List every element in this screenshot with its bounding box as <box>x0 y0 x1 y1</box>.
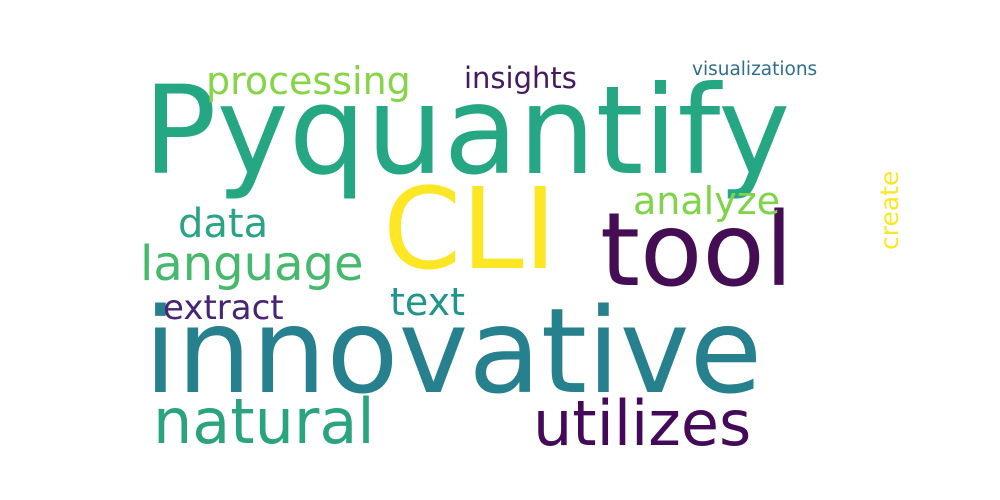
word-analyze: analyze <box>633 179 781 223</box>
word-visualizations: visualizations <box>692 59 818 80</box>
word-text: text <box>390 280 465 324</box>
word-extract: extract <box>163 288 284 328</box>
word-language: language <box>140 236 364 292</box>
word-tool: tool <box>600 191 794 310</box>
word-innovative: innovative <box>144 282 763 420</box>
word-pyquantify: Pyquantify <box>143 60 791 202</box>
word-cli: CLI <box>383 165 557 295</box>
word-insights: insights <box>464 61 577 95</box>
word-processing: processing <box>206 59 411 103</box>
word-utilizes: utilizes <box>533 387 752 460</box>
word-natural: natural <box>153 385 375 458</box>
word-data: data <box>178 201 269 247</box>
word-create: create <box>875 170 904 250</box>
